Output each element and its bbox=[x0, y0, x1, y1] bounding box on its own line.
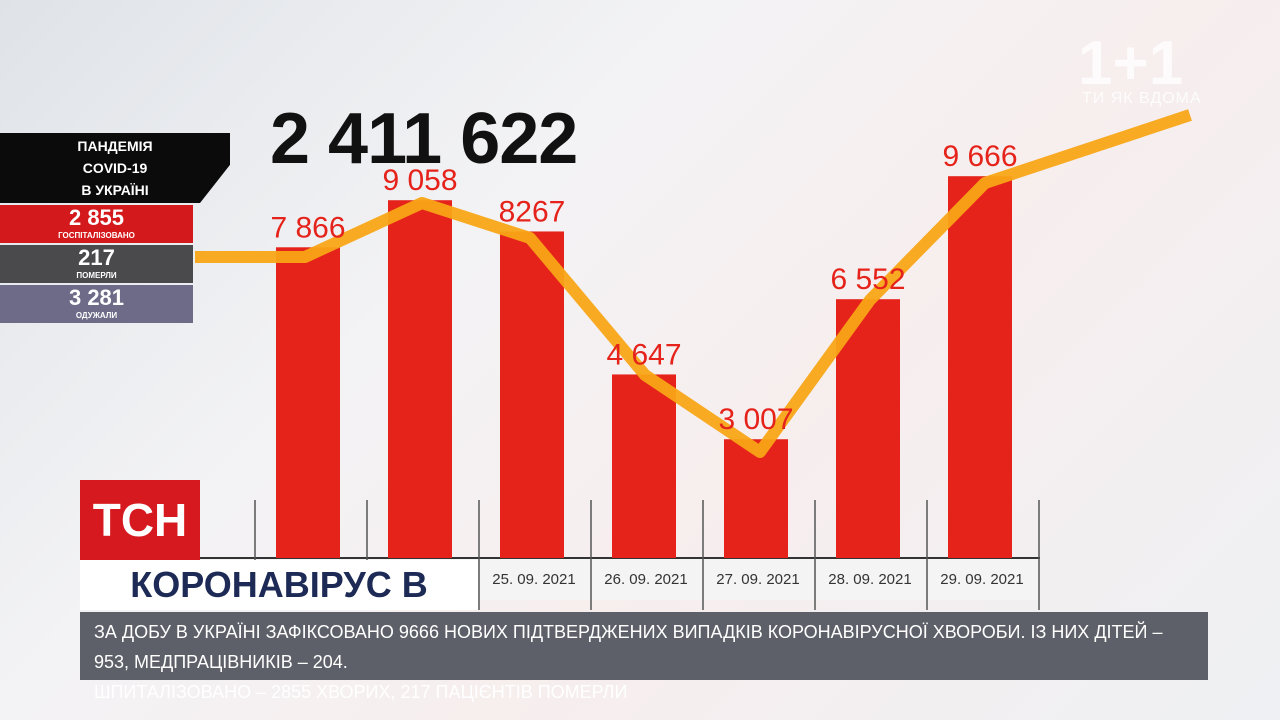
channel-logo: 1+1 bbox=[1078, 29, 1184, 98]
ticker-line: ЗА ДОБУ В УКРАЇНІ ЗАФІКСОВАНО 9666 НОВИХ… bbox=[94, 622, 1163, 672]
ticker-line: ШПИТАЛІЗОВАНО – 2855 ХВОРИХ, 217 ПАЦІЄНТ… bbox=[94, 682, 628, 702]
value-label: 4 647 bbox=[606, 338, 681, 371]
stat-box: 3 281 ОДУЖАЛИ bbox=[0, 285, 193, 323]
panel-title: ПАНДЕМІЯ COVID-19 В УКРАЇНІ bbox=[0, 133, 230, 203]
panel-title-line: ПАНДЕМІЯ bbox=[77, 138, 153, 154]
value-label: 9 058 bbox=[382, 164, 457, 197]
x-tick-label: 29. 09. 2021 bbox=[940, 571, 1023, 588]
headline: КОРОНАВІРУС В УКРАЇНІ bbox=[80, 560, 478, 655]
x-tick-label: 26. 09. 2021 bbox=[604, 571, 687, 588]
channel-slogan: ТИ ЯК ВДОМА bbox=[1082, 90, 1202, 107]
panel-title-line: COVID-19 bbox=[82, 160, 148, 176]
value-label: 8267 bbox=[499, 195, 566, 228]
value-label: 9 666 bbox=[942, 140, 1017, 173]
stat-value: 3 281 bbox=[68, 285, 125, 310]
x-tick-label: 27. 09. 2021 bbox=[716, 571, 799, 588]
bar bbox=[948, 176, 1012, 558]
stat-label: ОДУЖАЛИ bbox=[75, 311, 118, 320]
total-cases: 2 411 622 bbox=[270, 99, 578, 179]
bar bbox=[388, 200, 452, 559]
value-label: 3 007 bbox=[718, 403, 793, 436]
trend-line bbox=[195, 109, 1192, 458]
bar bbox=[500, 231, 564, 559]
show-logo: ТСН bbox=[80, 480, 200, 560]
stat-value: 217 bbox=[78, 245, 115, 270]
stat-box: 2 855 ГОСПІТАЛІЗОВАНО bbox=[0, 205, 193, 243]
bar bbox=[612, 374, 676, 558]
x-tick-label: 25. 09. 2021 bbox=[492, 571, 575, 588]
stat-value: 2 855 bbox=[68, 205, 125, 230]
x-tick-label: 28. 09. 2021 bbox=[828, 571, 911, 588]
stat-box: 217 ПОМЕРЛИ bbox=[0, 245, 193, 283]
bar bbox=[276, 247, 340, 558]
value-label: 6 552 bbox=[830, 263, 905, 296]
ticker: ЗА ДОБУ В УКРАЇНІ ЗАФІКСОВАНО 9666 НОВИХ… bbox=[80, 612, 1208, 702]
stat-label: ПОМЕРЛИ bbox=[76, 271, 117, 280]
stat-label: ГОСПІТАЛІЗОВАНО bbox=[58, 231, 135, 240]
panel-title-line: В УКРАЇНІ bbox=[81, 182, 149, 198]
bar bbox=[724, 439, 788, 558]
value-label: 7 866 bbox=[270, 211, 345, 244]
